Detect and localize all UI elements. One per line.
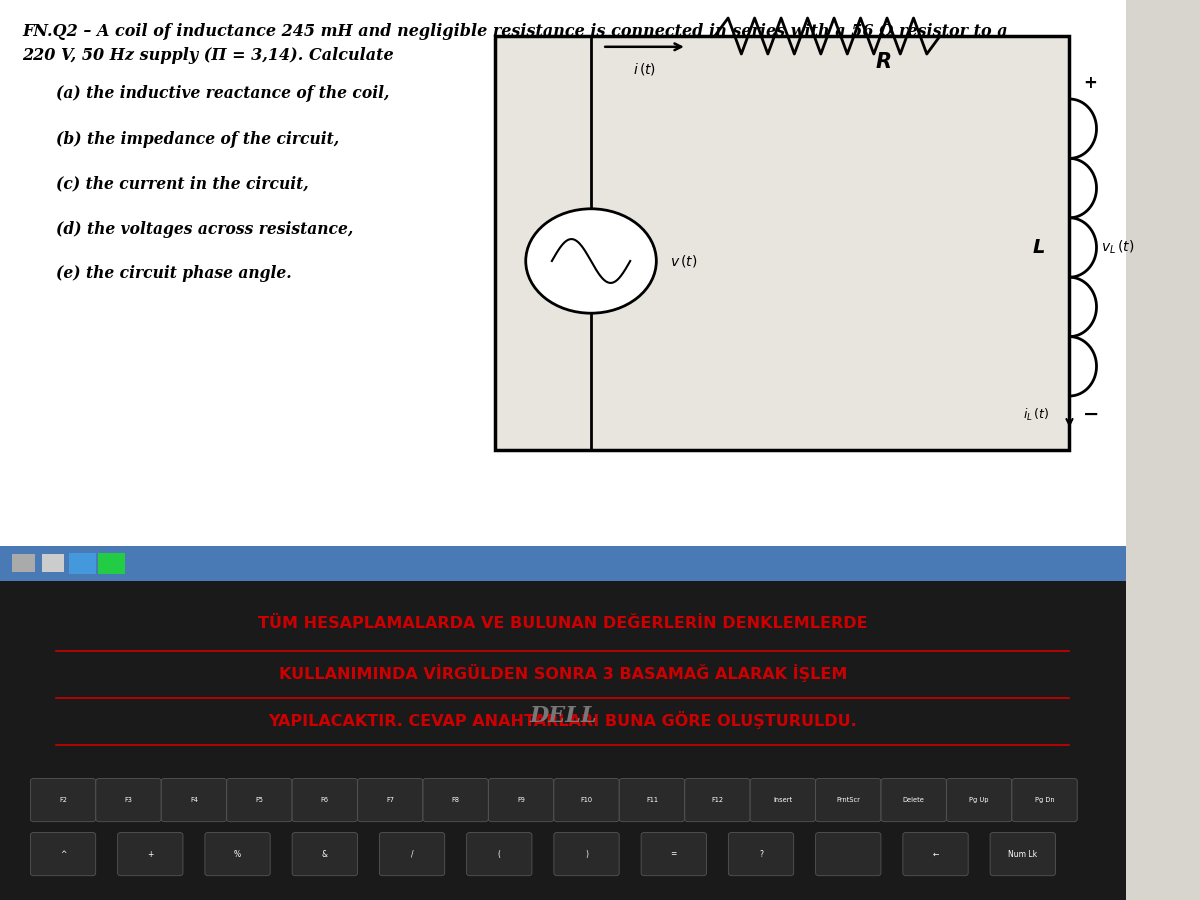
FancyBboxPatch shape: [990, 832, 1056, 876]
FancyBboxPatch shape: [750, 778, 816, 822]
Text: F3: F3: [125, 797, 132, 803]
FancyBboxPatch shape: [641, 832, 707, 876]
Text: YAPILACAKTIR. CEVAP ANAHTARLARI BUNA GÖRE OLUŞTURULDU.: YAPILACAKTIR. CEVAP ANAHTARLARI BUNA GÖR…: [269, 711, 857, 729]
FancyBboxPatch shape: [685, 778, 750, 822]
Text: FN.Q2 – A coil of inductance 245 mH and negligible resistance is connected in se: FN.Q2 – A coil of inductance 245 mH and …: [23, 22, 1008, 40]
FancyBboxPatch shape: [12, 554, 35, 572]
Text: $v_L\,(t)$: $v_L\,(t)$: [1102, 238, 1134, 256]
FancyBboxPatch shape: [30, 832, 96, 876]
Text: KULLANIMINDA VİRGÜLDEN SONRA 3 BASAMAĞ ALARAK İŞLEM: KULLANIMINDA VİRGÜLDEN SONRA 3 BASAMAĞ A…: [278, 664, 847, 682]
Text: R: R: [876, 52, 892, 72]
FancyBboxPatch shape: [68, 553, 96, 574]
Text: Insert: Insert: [773, 797, 792, 803]
Text: +: +: [1082, 74, 1097, 92]
Text: Pg Dn: Pg Dn: [1034, 797, 1055, 803]
FancyBboxPatch shape: [947, 778, 1012, 822]
FancyBboxPatch shape: [902, 832, 968, 876]
Text: PrntScr: PrntScr: [836, 797, 860, 803]
Text: +: +: [148, 850, 154, 859]
Text: $i_L\,(t)$: $i_L\,(t)$: [1022, 408, 1049, 423]
FancyBboxPatch shape: [496, 36, 1069, 450]
FancyBboxPatch shape: [0, 546, 1126, 580]
Text: TÜM HESAPLAMALARDA VE BULUNAN DEĞERLERİN DENKLEMLERDE: TÜM HESAPLAMALARDA VE BULUNAN DEĞERLERİN…: [258, 616, 868, 632]
FancyBboxPatch shape: [881, 778, 947, 822]
FancyBboxPatch shape: [424, 778, 488, 822]
FancyBboxPatch shape: [816, 832, 881, 876]
Text: F5: F5: [256, 797, 263, 803]
FancyBboxPatch shape: [292, 832, 358, 876]
FancyBboxPatch shape: [554, 778, 619, 822]
Text: ←: ←: [932, 850, 938, 859]
Text: Num Lk: Num Lk: [1008, 850, 1037, 859]
Text: ?: ?: [760, 850, 763, 859]
FancyBboxPatch shape: [118, 832, 182, 876]
Text: ^: ^: [60, 850, 66, 859]
Text: Pg Up: Pg Up: [970, 797, 989, 803]
Circle shape: [526, 209, 656, 313]
Text: F4: F4: [190, 797, 198, 803]
Text: (c) the current in the circuit,: (c) the current in the circuit,: [56, 176, 308, 193]
FancyBboxPatch shape: [292, 778, 358, 822]
FancyBboxPatch shape: [358, 778, 422, 822]
Text: %: %: [234, 850, 241, 859]
Text: =: =: [671, 850, 677, 859]
Text: −: −: [1082, 405, 1099, 424]
Text: F7: F7: [386, 797, 395, 803]
FancyBboxPatch shape: [0, 0, 1126, 576]
Text: F10: F10: [581, 797, 593, 803]
Text: (e) the circuit phase angle.: (e) the circuit phase angle.: [56, 266, 292, 283]
FancyBboxPatch shape: [728, 832, 793, 876]
FancyBboxPatch shape: [467, 832, 532, 876]
FancyBboxPatch shape: [488, 778, 553, 822]
FancyBboxPatch shape: [205, 832, 270, 876]
FancyBboxPatch shape: [0, 580, 1126, 900]
Text: $v\,(t)$: $v\,(t)$: [670, 253, 697, 269]
FancyBboxPatch shape: [30, 778, 96, 822]
FancyBboxPatch shape: [1012, 778, 1078, 822]
Text: 220 V, 50 Hz supply (Π = 3,14). Calculate: 220 V, 50 Hz supply (Π = 3,14). Calculat…: [23, 47, 394, 64]
FancyBboxPatch shape: [227, 778, 292, 822]
Text: F9: F9: [517, 797, 526, 803]
Text: F6: F6: [320, 797, 329, 803]
FancyBboxPatch shape: [816, 778, 881, 822]
Text: L: L: [1032, 238, 1045, 257]
Text: (d) the voltages across resistance,: (d) the voltages across resistance,: [56, 220, 354, 238]
FancyBboxPatch shape: [379, 832, 445, 876]
FancyBboxPatch shape: [42, 554, 64, 572]
Text: DELL: DELL: [529, 705, 596, 726]
Text: &: &: [322, 850, 328, 859]
Text: $i\,(t)$: $i\,(t)$: [632, 61, 656, 77]
Text: (b) the impedance of the circuit,: (b) the impedance of the circuit,: [56, 130, 340, 148]
Text: F12: F12: [712, 797, 724, 803]
Text: Delete: Delete: [902, 797, 925, 803]
FancyBboxPatch shape: [619, 778, 685, 822]
FancyBboxPatch shape: [554, 832, 619, 876]
FancyBboxPatch shape: [161, 778, 227, 822]
FancyBboxPatch shape: [98, 553, 125, 574]
Text: F11: F11: [646, 797, 658, 803]
Text: F8: F8: [451, 797, 460, 803]
Text: /: /: [410, 850, 413, 859]
Text: ): ): [586, 850, 588, 859]
FancyBboxPatch shape: [96, 778, 161, 822]
Text: F2: F2: [59, 797, 67, 803]
Text: (: (: [498, 850, 500, 859]
Text: (a) the inductive reactance of the coil,: (a) the inductive reactance of the coil,: [56, 86, 390, 103]
